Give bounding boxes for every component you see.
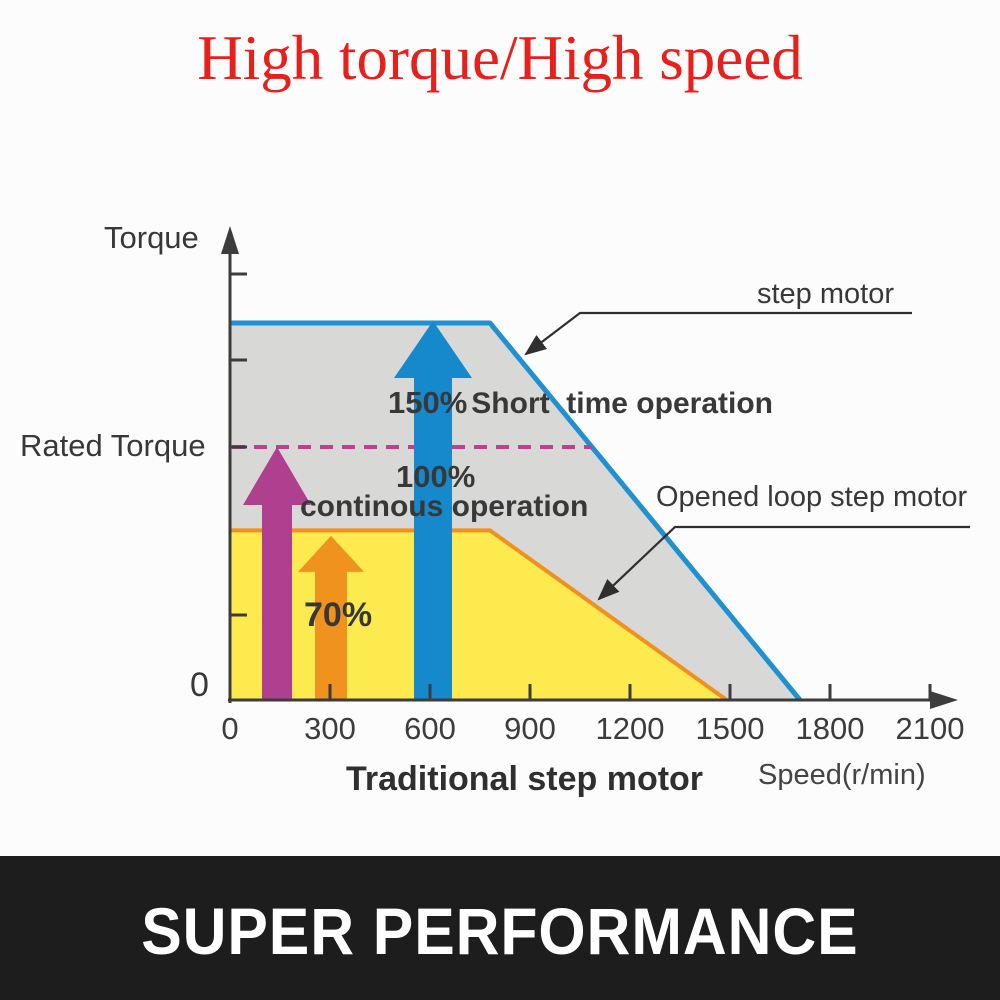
annotation-150-value: 150% (388, 385, 468, 420)
rated-torque-arrow (243, 446, 311, 700)
x-tick-label: 0 (221, 711, 239, 746)
x-axis-title: Traditional step motor (346, 760, 704, 798)
page-title: High torque/High speed (197, 23, 803, 93)
banner: SUPER PERFORMANCE (0, 856, 1000, 1000)
x-tick-label: 300 (304, 711, 356, 746)
70-percent-arrow (298, 535, 364, 700)
area-Opened-loop-step-motor (230, 530, 727, 700)
leader-opened-loop (597, 525, 970, 601)
x-tick-label: 2100 (895, 711, 965, 746)
callout-opened-loop-label: Opened loop step motor (656, 481, 968, 513)
x-tick-label: 900 (504, 711, 556, 746)
150-percent-arrow (394, 321, 472, 700)
annotation-70-value: 70% (304, 596, 373, 634)
annotation-short-time-text: Short time operation (471, 387, 773, 420)
x-tick-label: 1500 (695, 711, 765, 746)
x-axis-unit-label: Speed(r/min) (758, 759, 926, 791)
y-axis-title: Torque (104, 220, 199, 255)
annotation-100-value: 100% (396, 459, 476, 494)
curve-Opened-loop-step-motor (230, 528, 728, 702)
x-tick-label: 600 (404, 711, 456, 746)
callout-step-motor-label: step motor (757, 278, 894, 310)
rated-torque-label: Rated Torque (20, 428, 206, 463)
annotation-continous-text: continous operation (300, 490, 589, 523)
x-axis-arrow (930, 691, 958, 709)
banner-text: SUPER PERFORMANCE (141, 894, 859, 968)
x-tick-label: 1800 (795, 711, 865, 746)
y-axis-zero-label: 0 (190, 666, 209, 704)
annotation-150-short-time: 150% Short time operation (388, 385, 773, 420)
y-axis-arrow (221, 226, 239, 254)
curve-step-motor (230, 320, 802, 702)
leader-step-motor (524, 311, 912, 356)
x-tick-label: 1200 (595, 711, 665, 746)
